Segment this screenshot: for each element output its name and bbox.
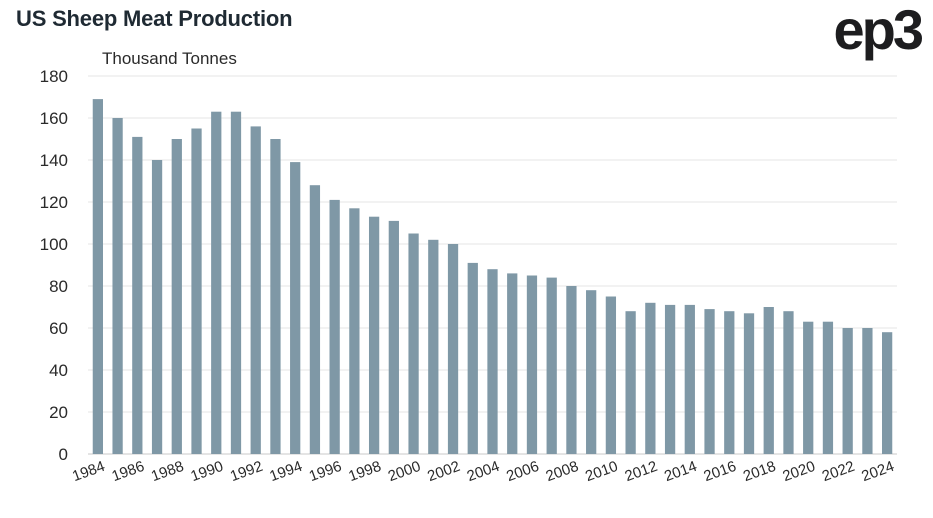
y-axis-label: Thousand Tonnes [102,49,237,68]
bar-1999 [388,220,399,454]
bar-2010 [605,296,617,454]
bar-2006 [526,275,538,454]
x-tick-label: 2020 [780,458,817,485]
bar-2002 [447,244,459,454]
bar-1989 [191,128,202,454]
bar-1996 [329,199,340,454]
bar-2016 [724,311,735,454]
x-tick-label: 2000 [386,458,423,485]
x-tick-label: 2018 [741,458,778,485]
bar-1984 [92,99,103,454]
bar-1993 [270,139,281,454]
bar-2009 [586,290,597,454]
x-tick-label: 2010 [583,458,620,485]
x-tick-label: 1998 [346,458,383,485]
bar-1985 [112,118,123,454]
bar-2012 [645,302,656,454]
bar-1994 [290,162,301,454]
brand-logo: ep3 [833,0,924,61]
y-tick-label: 160 [40,109,68,128]
bar-2014 [684,304,695,454]
bar-1992 [250,126,261,455]
x-tick-label: 1992 [228,458,265,485]
y-tick-label: 60 [49,319,68,338]
x-tick-label: 1988 [149,458,186,485]
bar-2023 [862,328,873,454]
bar-2007 [546,277,557,454]
y-tick-label: 20 [49,403,68,422]
x-tick-label: 2014 [662,458,699,485]
bar-2013 [664,304,676,454]
y-tick-label: 40 [49,361,68,380]
bar-2017 [743,313,755,454]
bar-1997 [349,208,360,454]
bar-1986 [132,136,143,454]
x-tick-label: 1996 [307,458,344,485]
bar-1988 [171,139,182,454]
bar-1987 [151,160,163,454]
bar-2005 [507,273,518,454]
bar-2003 [467,262,478,454]
x-tick-label: 2022 [820,458,857,485]
bar-2021 [822,321,834,454]
bar-2011 [625,311,636,454]
y-tick-label: 180 [40,67,68,86]
bar-2004 [487,269,498,454]
bar-2000 [408,233,419,454]
y-tick-label: 0 [59,445,68,464]
x-tick-label: 2002 [425,458,462,485]
x-tick-label: 1986 [110,458,147,485]
x-tick-label: 1994 [267,458,304,485]
x-tick-label: 2006 [504,458,541,485]
x-tick-label: 1984 [70,458,107,485]
x-tick-label: 2004 [465,458,502,485]
bar-1990 [211,111,222,454]
bar-2019 [783,311,794,454]
x-tick-label: 2008 [544,458,581,485]
y-tick-label: 140 [40,151,68,170]
x-tick-label: 1990 [188,458,225,485]
bar-1991 [230,111,242,454]
x-tick-label: 2012 [623,458,660,485]
bar-2008 [566,286,577,454]
bar-2024 [882,332,893,454]
bar-2020 [803,321,814,454]
bar-2015 [704,309,715,454]
bar-2022 [842,328,853,454]
y-tick-label: 120 [40,193,68,212]
y-tick-label: 100 [40,235,68,254]
x-tick-label: 2024 [859,458,896,485]
bar-1998 [368,216,380,454]
x-tick-label: 2016 [701,458,738,485]
bar-2001 [428,239,439,454]
y-tick-label: 80 [49,277,68,296]
chart-title: US Sheep Meat Production [16,6,293,31]
bar-2018 [763,307,774,454]
bar-1995 [309,185,321,454]
